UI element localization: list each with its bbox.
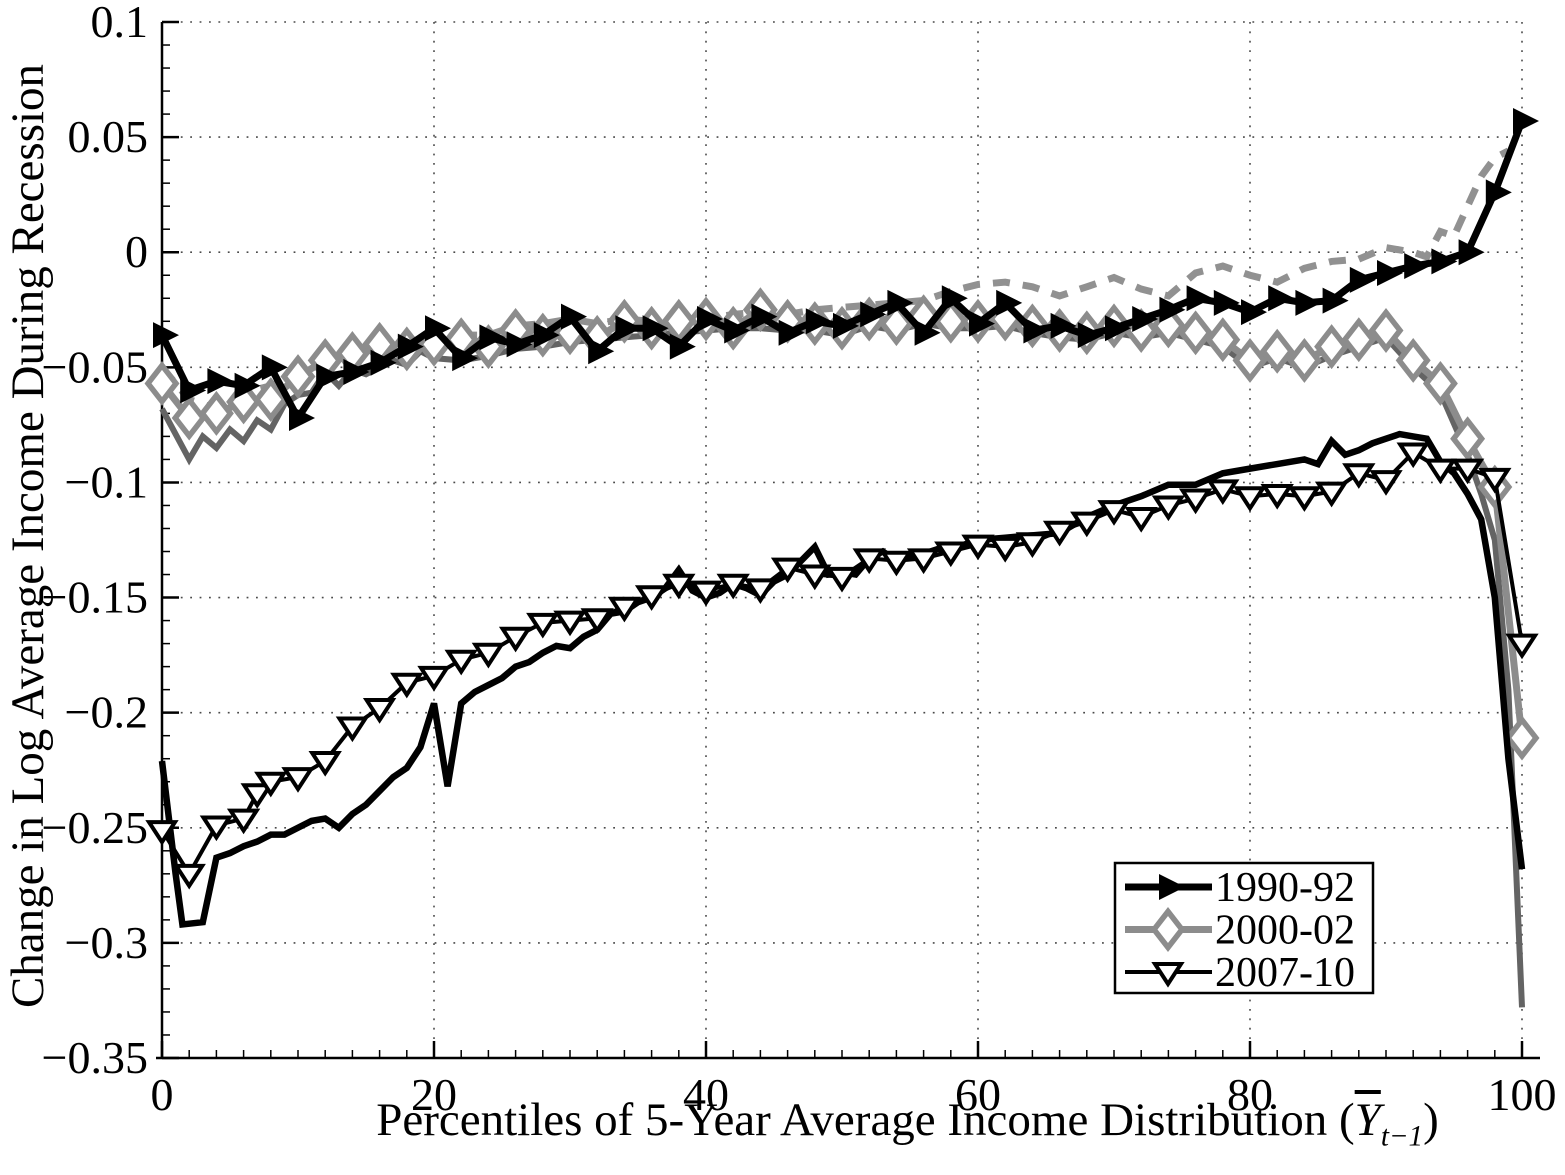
legend-label: 2007-10 (1215, 950, 1355, 996)
legend-entry-2007-10: 2007-10 (1125, 950, 1355, 996)
x-tick-label: 80 (1227, 1069, 1273, 1120)
series-recession-2007-10 (145, 442, 1539, 890)
y-tick-label: 0 (125, 226, 148, 277)
x-tick-label: 20 (411, 1069, 457, 1120)
x-tick-label: 60 (955, 1069, 1001, 1120)
x-axis-label: Percentiles of 5-Year Average Income Dis… (250, 1093, 1565, 1163)
y-tick-label: −0.2 (65, 687, 148, 738)
series-recession-1990-92 (153, 107, 1539, 431)
ybar-subscript: t−1 (1380, 1120, 1424, 1153)
legend-entry-2000-02: 2000-02 (1125, 907, 1355, 954)
y-tick-label: −0.25 (42, 802, 148, 853)
y-tick-label: −0.05 (42, 341, 148, 392)
x-tick-label: 100 (1488, 1069, 1557, 1120)
series-recession-2000-02 (144, 287, 1540, 761)
x-tick-label: 0 (151, 1069, 174, 1120)
ybar-symbol: Y (1354, 1094, 1381, 1146)
x-tick-label: 40 (683, 1069, 729, 1120)
series-upper-dashed-gray-line (159, 147, 1510, 413)
y-tick-label: 0.05 (68, 111, 149, 162)
y-tick-label: −0.3 (65, 917, 148, 968)
y-tick-label: −0.1 (65, 456, 148, 507)
legend-entry-1990-92: 1990-92 (1125, 865, 1355, 911)
axes (156, 20, 1540, 1060)
y-axis-label: Change in Log Average Income During Rece… (2, 63, 54, 1009)
y-tick-label: −0.15 (42, 572, 148, 623)
tick-labels: 0.1 0.05 0 −0.05 −0.1 −0.15 −0.2 −0.25 −0.3 −0.35… (42, 0, 1557, 1120)
y-tick-label: 0.1 (91, 0, 149, 47)
legend-label: 1990-92 (1215, 865, 1355, 911)
series-lower-thick-black-line (158, 430, 1526, 929)
x-axis-label-suffix: ) (1423, 1094, 1439, 1146)
legend-label: 2000-02 (1215, 908, 1355, 954)
x-axis-label-text: Percentiles of 5-Year Average Income Dis… (376, 1094, 1355, 1146)
y-tick-label: −0.35 (42, 1032, 148, 1083)
